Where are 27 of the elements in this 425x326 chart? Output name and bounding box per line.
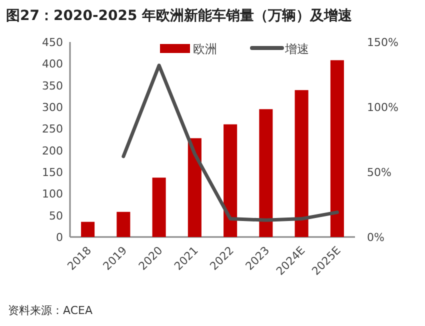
y2-tick-label: 0% [367,231,384,244]
chart-title: 图27：2020-2025 年欧洲新能车销量（万辆）及增速 [6,7,354,24]
y-tick-label: 300 [42,101,63,114]
bar [294,90,308,237]
y-tick-label: 250 [42,122,63,136]
y2-tick-label: 100% [367,101,398,114]
bar [188,138,202,237]
text: 资料来源：ACEA [8,304,93,317]
y-tick-label: 350 [42,79,63,92]
y-tick-label: 450 [42,36,63,49]
bar [81,222,95,237]
y-tick-label: 150 [42,166,63,179]
legend-label: 欧洲 [193,42,217,56]
bar [330,60,344,237]
bar [116,212,130,237]
y-tick-label: 200 [42,144,63,158]
line-series [122,64,339,222]
bar [259,109,273,237]
y-tick-label: 400 [42,58,63,71]
bar [152,178,166,237]
y-tick-label: 0 [56,231,63,244]
bar [224,124,238,237]
y2-tick-label: 50% [367,166,392,179]
y-tick-label: 50 [49,209,63,222]
legend-label: 增速 [284,42,309,56]
y2-tick-label: 150% [367,36,398,49]
y-tick-label: 100 [42,188,63,201]
